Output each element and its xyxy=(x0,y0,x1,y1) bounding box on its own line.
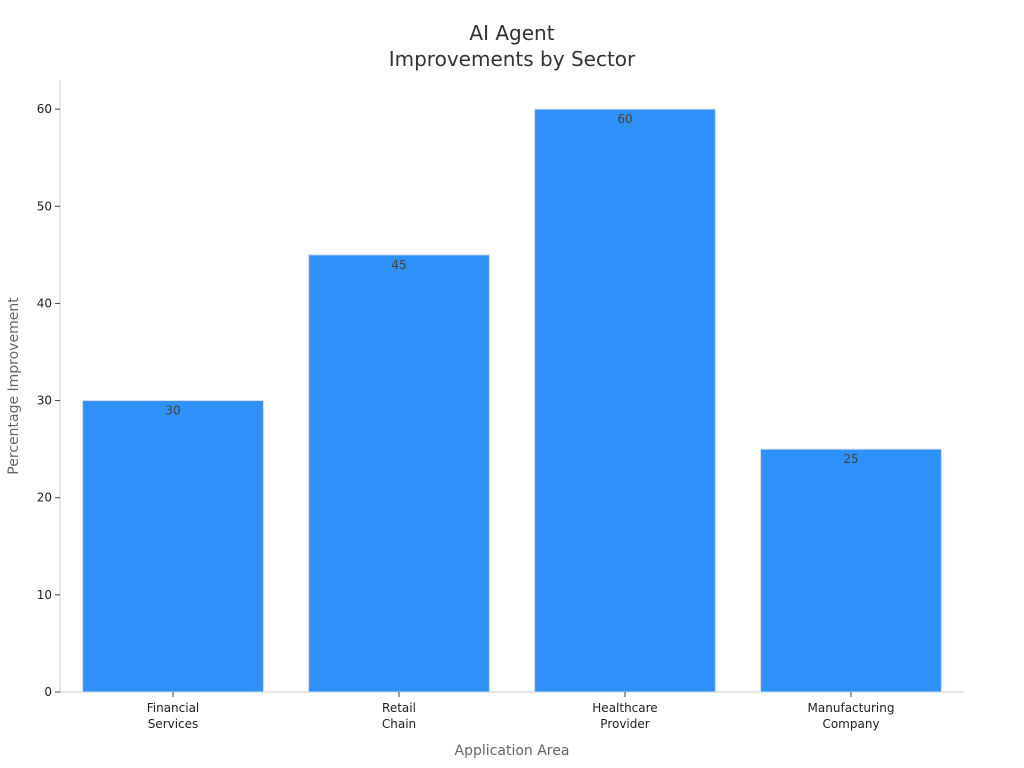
bar-data-label: 30 xyxy=(165,404,180,418)
plot-area: 0 10 20 30 40 50 60 30 Financial Services 45 Retail… xyxy=(37,80,964,731)
bar xyxy=(760,448,942,693)
bar xyxy=(82,400,264,693)
y-tick-label: 30 xyxy=(37,394,52,408)
y-tick-label: 0 xyxy=(44,685,52,699)
x-category-label: Healthcare xyxy=(592,701,657,715)
x-category-label: Financial xyxy=(147,701,200,715)
y-tick-label: 40 xyxy=(37,296,52,310)
bar xyxy=(308,254,490,693)
x-category-label: Chain xyxy=(382,717,416,731)
x-axis-title: Application Area xyxy=(455,743,570,759)
y-tick-label: 50 xyxy=(37,199,52,213)
bar-data-label: 45 xyxy=(391,258,406,272)
chart-title-line-1: AI Agent xyxy=(469,21,554,45)
y-tick-label: 60 xyxy=(37,102,52,116)
x-category-label: Retail xyxy=(382,701,416,715)
x-category-label: Provider xyxy=(600,717,649,731)
bar-data-label: 60 xyxy=(617,112,632,126)
bar xyxy=(534,108,716,693)
y-axis-title: Percentage Improvement xyxy=(6,297,22,475)
bar-data-label: 25 xyxy=(843,452,858,466)
x-category-label: Manufacturing xyxy=(808,701,895,715)
y-tick-label: 20 xyxy=(37,491,52,505)
x-category-label: Services xyxy=(148,717,199,731)
chart-title-line-2: Improvements by Sector xyxy=(389,47,636,71)
x-category-label: Company xyxy=(822,717,879,731)
y-tick-label: 10 xyxy=(37,588,52,602)
